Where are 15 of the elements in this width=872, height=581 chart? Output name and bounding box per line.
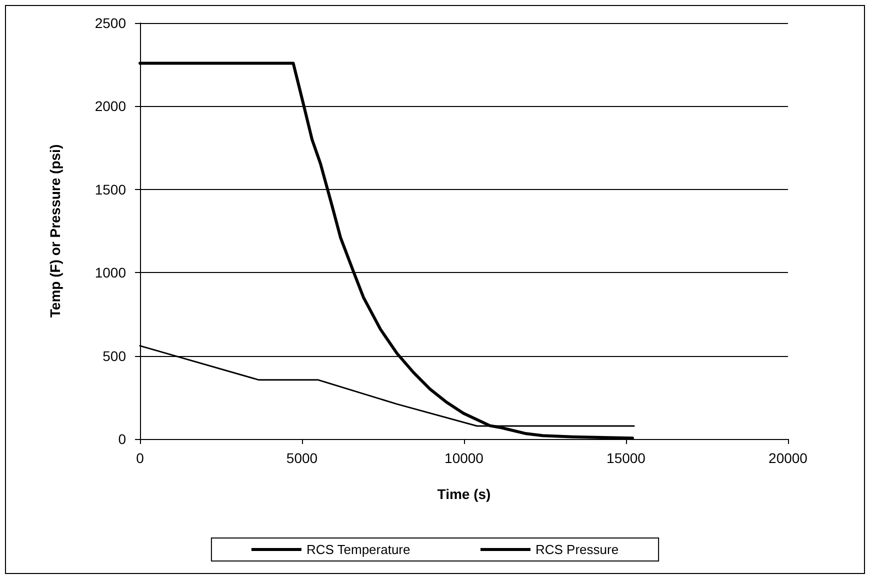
y-tick-label: 1500 xyxy=(94,181,126,198)
y-axis-title: Temp (F) or Pressure (psi) xyxy=(47,144,63,318)
x-tick-label: 5000 xyxy=(286,450,318,466)
x-tick-label: 0 xyxy=(136,450,144,466)
x-tick-label: 15000 xyxy=(606,450,646,466)
y-tick-label: 2000 xyxy=(94,98,126,114)
legend-label: RCS Pressure xyxy=(535,542,619,557)
y-tick-label: 500 xyxy=(102,348,126,364)
x-axis-title: Time (s) xyxy=(437,486,491,502)
x-tick-label: 10000 xyxy=(444,450,484,466)
x-tick-label: 20000 xyxy=(768,450,808,466)
y-tick-label: 2500 xyxy=(94,15,126,31)
y-tick-label: 1000 xyxy=(94,264,126,281)
legend-label: RCS Temperature xyxy=(306,542,410,557)
y-tick-label: 0 xyxy=(118,431,126,447)
